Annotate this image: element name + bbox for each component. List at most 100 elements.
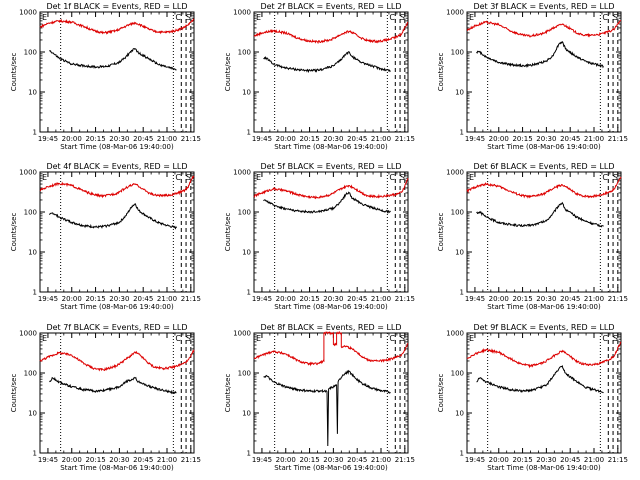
y-tick-label: 1000 [19,9,37,17]
x-tick-label: 19:45 [252,295,272,303]
plot-frame [39,11,195,133]
series-line-events [49,203,177,230]
marker-c: C [389,334,395,343]
marker-s: S [400,173,405,182]
marker-c: C [389,173,395,182]
marker-c: C [175,13,181,22]
plot-frame [253,11,409,133]
chart-panel-7: Det 7f BLACK = Events, RED = LLD 1 10 100 10… [10,323,201,472]
marker-s: S [613,334,618,343]
series-line-lld [39,18,195,35]
x-tick-label: 20:30 [536,456,556,464]
y-tick-label: 100 [238,370,251,378]
series-line-lld [466,176,622,199]
y-tick-label: 100 [238,49,251,57]
y-tick-label: 10 [28,410,37,418]
marker-e: E [256,13,261,22]
marker-e: E [256,334,261,343]
x-tick-label: 20:45 [560,295,580,303]
y-tick-label: 1000 [446,330,464,338]
x-axis-label: Start Time (08-Mar-06 19:40:00) [487,143,601,151]
y-tick-label: 1 [33,129,37,137]
chart-title: Det 9f BLACK = Events, RED = LLD [473,323,614,332]
x-tick-label: 20:00 [62,295,82,303]
chart-panel-9: Det 9f BLACK = Events, RED = LLD 1 10 100 10… [437,323,628,472]
x-tick-label: 19:45 [252,135,272,143]
marker-s: S [400,13,405,22]
series-line-events [263,369,391,447]
x-tick-label: 21:15 [395,295,415,303]
x-axis-label: Start Time (08-Mar-06 19:40:00) [487,464,601,472]
marker-c: C [175,334,181,343]
chart-title: Det 5f BLACK = Events, RED = LLD [260,162,401,171]
x-tick-label: 19:45 [252,456,272,464]
chart-title: Det 7f BLACK = Events, RED = LLD [46,323,187,332]
marker-e: E [469,13,474,22]
chart-title: Det 1f BLACK = Events, RED = LLD [46,2,187,11]
y-tick-label: 1 [460,450,464,458]
series-line-lld [39,349,195,372]
x-tick-label: 19:45 [465,456,485,464]
x-tick-label: 20:15 [85,295,105,303]
x-tick-label: 21:00 [157,456,177,464]
x-tick-label: 21:00 [371,456,391,464]
x-tick-label: 21:15 [181,456,201,464]
x-tick-label: 20:30 [536,135,556,143]
marker-e: E [469,173,474,182]
marker-s: S [613,13,618,22]
y-tick-label: 1000 [233,330,251,338]
y-axis-label: Counts/sec [437,213,445,252]
x-tick-label: 20:30 [109,456,129,464]
plot-frame [466,11,622,133]
plot-frame [39,171,195,293]
y-tick-label: 1 [460,129,464,137]
y-tick-label: 10 [242,249,251,257]
x-tick-label: 20:15 [299,295,319,303]
chart-panel-6: Det 6f BLACK = Events, RED = LLD 1 10 100 10… [437,162,628,311]
x-tick-label: 19:45 [38,135,58,143]
series-line-events [476,201,604,228]
marker-e: E [469,334,474,343]
x-tick-label: 20:00 [62,135,82,143]
x-axis-label: Start Time (08-Mar-06 19:40:00) [274,143,388,151]
x-tick-label: 21:00 [584,456,604,464]
series-line-events [476,365,604,394]
series-line-lld [253,330,409,367]
y-tick-label: 100 [24,49,37,57]
y-tick-label: 10 [455,89,464,97]
x-tick-label: 19:45 [465,295,485,303]
y-axis-label: Counts/sec [224,374,232,413]
y-tick-label: 1000 [233,9,251,17]
plot-frame [466,171,622,293]
x-tick-label: 20:45 [133,456,153,464]
y-tick-label: 10 [242,89,251,97]
x-tick-label: 20:45 [133,135,153,143]
series-line-lld [466,341,622,369]
marker-c: C [602,173,608,182]
marker-s: S [400,334,405,343]
x-tick-label: 20:15 [85,456,105,464]
marker-e: E [42,13,47,22]
marker-e: E [42,173,47,182]
y-tick-label: 1 [247,129,251,137]
y-axis-label: Counts/sec [224,53,232,92]
x-tick-label: 20:00 [489,295,509,303]
x-tick-label: 20:30 [109,135,129,143]
marker-e: E [256,173,261,182]
x-tick-label: 20:15 [512,135,532,143]
y-tick-label: 10 [28,89,37,97]
chart-title: Det 4f BLACK = Events, RED = LLD [46,162,187,171]
x-tick-label: 21:00 [157,295,177,303]
x-tick-label: 20:45 [347,295,367,303]
x-tick-label: 19:45 [465,135,485,143]
chart-title: Det 2f BLACK = Events, RED = LLD [260,2,401,11]
y-tick-label: 100 [451,370,464,378]
x-tick-label: 20:30 [323,456,343,464]
x-tick-label: 20:30 [323,135,343,143]
x-tick-label: 21:00 [584,295,604,303]
series-line-events [476,40,604,69]
plot-frame [466,332,622,454]
x-tick-label: 20:00 [276,456,296,464]
series-line-events [263,51,391,74]
